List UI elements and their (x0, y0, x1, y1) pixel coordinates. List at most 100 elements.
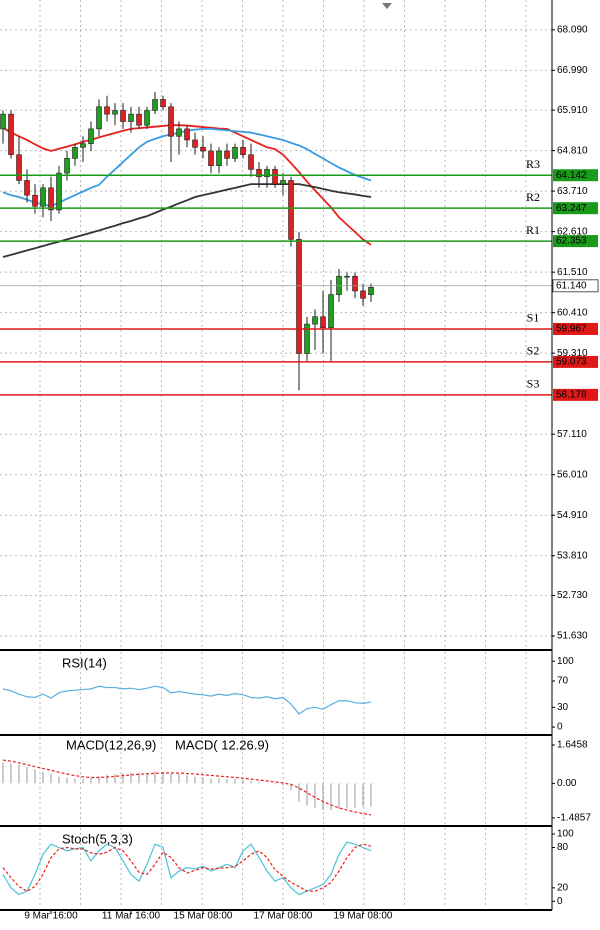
indicator-title: MACD(12,26,9) (66, 737, 156, 752)
y-tick-label: 52.730 (557, 590, 588, 601)
y-tick-label: 0 (557, 896, 563, 907)
candle-body (0, 113, 6, 130)
candle-body (288, 180, 294, 240)
candle-body (216, 150, 222, 167)
indicator-title: RSI(14) (62, 655, 107, 670)
candle-body (64, 158, 70, 174)
level-name: S3 (527, 377, 540, 391)
candle-body (352, 275, 358, 292)
candle-body (272, 169, 278, 185)
candle-body (24, 180, 30, 196)
candle-body (240, 147, 246, 155)
x-tick-label: 15 Mar 08:00 (174, 911, 233, 922)
candle-body (296, 239, 302, 354)
candle-body (312, 316, 318, 325)
candle-body (96, 106, 102, 130)
y-tick-label: 1.6458 (557, 740, 588, 751)
candle-body (16, 154, 22, 181)
candle-body (360, 290, 366, 299)
indicator-line (2, 843, 372, 892)
candle-body (304, 323, 310, 354)
level-value-label: 64.142 (556, 170, 587, 181)
y-tick-label: 62.610 (557, 226, 588, 237)
candle-body (152, 99, 158, 111)
y-tick-label: 59.310 (557, 348, 588, 359)
indicator-subtitle: MACD( 12.26.9) (175, 737, 269, 752)
level-value-box (553, 322, 598, 335)
macd-signal-line (2, 759, 372, 816)
candle-body (232, 147, 238, 159)
candle-body (184, 128, 190, 141)
candle-body (136, 113, 142, 126)
scroll-marker (382, 3, 392, 9)
candle-body (248, 154, 254, 170)
y-tick-label: 68.090 (557, 24, 588, 35)
candle-body (160, 99, 166, 108)
y-tick-label: -1.4857 (557, 813, 591, 824)
moving-average (2, 183, 372, 258)
y-tick-label: 30 (557, 702, 569, 713)
y-tick-label: 100 (557, 656, 574, 667)
level-value-label: 62.353 (556, 236, 587, 247)
y-tick-label: 54.910 (557, 510, 588, 521)
candle-body (280, 180, 286, 185)
indicator-line (2, 841, 372, 896)
candle-body (104, 106, 110, 115)
y-tick-label: 56.010 (557, 469, 588, 480)
level-value-box (553, 355, 598, 368)
y-tick-label: 100 (557, 829, 574, 840)
level-name: S1 (527, 311, 540, 325)
candle-body (72, 147, 78, 159)
candle-body (48, 187, 54, 211)
y-tick-label: 65.910 (557, 105, 588, 116)
candle-body (344, 275, 350, 278)
y-tick-label: 20 (557, 882, 569, 893)
candle-body (224, 150, 230, 159)
indicator-title: Stoch(5,3,3) (62, 831, 133, 846)
current-price-label: 61.140 (556, 280, 587, 291)
candle-body (32, 194, 38, 207)
candle-body (168, 106, 174, 137)
y-tick-label: 51.630 (557, 631, 588, 642)
y-tick-label: 64.810 (557, 145, 588, 156)
y-tick-label: 57.110 (557, 429, 587, 440)
level-value-box (553, 235, 598, 248)
level-value-box (553, 169, 598, 182)
level-value-label: 59.073 (556, 357, 587, 368)
y-tick-label: 60.410 (557, 307, 588, 318)
x-tick-label: 17 Mar 08:00 (254, 911, 313, 922)
y-tick-label: 0.00 (557, 778, 577, 789)
level-value-label: 58.178 (556, 390, 587, 401)
candle-body (200, 147, 206, 152)
level-value-box (553, 202, 598, 215)
y-tick-label: 70 (557, 676, 569, 687)
candle-body (328, 294, 334, 329)
level-value-label: 59.967 (556, 324, 587, 335)
candle-body (192, 139, 198, 148)
x-tick-label: 9 Mar 16:00 (24, 911, 78, 922)
y-tick-label: 61.510 (557, 267, 588, 278)
level-name: R2 (526, 190, 540, 204)
current-price-box (552, 279, 599, 293)
x-tick-label: 19 Mar 08:00 (334, 911, 393, 922)
candle-body (144, 110, 150, 126)
y-tick-label: 53.810 (557, 550, 588, 561)
indicator-line (2, 685, 372, 715)
level-value-box (553, 388, 598, 401)
candle-body (80, 143, 86, 148)
level-name: S2 (527, 344, 540, 358)
candle-body (208, 150, 214, 167)
y-tick-label: 63.710 (557, 186, 588, 197)
candle-body (8, 113, 14, 155)
candle-body (264, 169, 270, 178)
candle-body (88, 128, 94, 144)
candle-body (320, 316, 326, 329)
candle-body (128, 113, 134, 122)
level-name: R1 (526, 223, 540, 237)
x-tick-label: 11 Mar 16:00 (102, 911, 161, 922)
candle-body (112, 110, 118, 115)
candle-body (40, 187, 46, 207)
candle-body (120, 110, 126, 122)
